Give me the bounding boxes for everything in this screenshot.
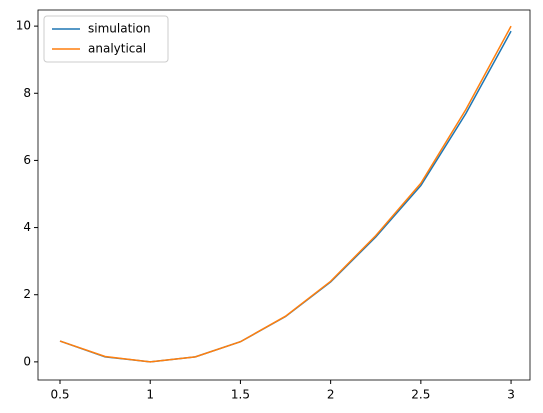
y-tick-label: 6 [23, 153, 31, 167]
legend-box [43, 15, 169, 63]
x-tick-label: 1 [146, 388, 154, 402]
x-tick-label: 1.5 [231, 388, 250, 402]
x-tick-label: 2 [327, 388, 335, 402]
x-tick-label: 3 [507, 388, 515, 402]
x-tick-label: 0.5 [50, 388, 69, 402]
legend-label: analytical [88, 42, 146, 56]
legend-label: simulation [88, 22, 151, 36]
plot-area [37, 9, 531, 381]
y-tick-label: 10 [16, 19, 31, 33]
line-series [59, 30, 512, 363]
y-tick-label: 8 [23, 86, 31, 100]
line-series [59, 25, 512, 363]
y-tick-label: 4 [23, 220, 31, 234]
y-tick-label: 2 [23, 287, 31, 301]
x-tick-label: 2.5 [411, 388, 430, 402]
y-tick-label: 0 [23, 354, 31, 368]
